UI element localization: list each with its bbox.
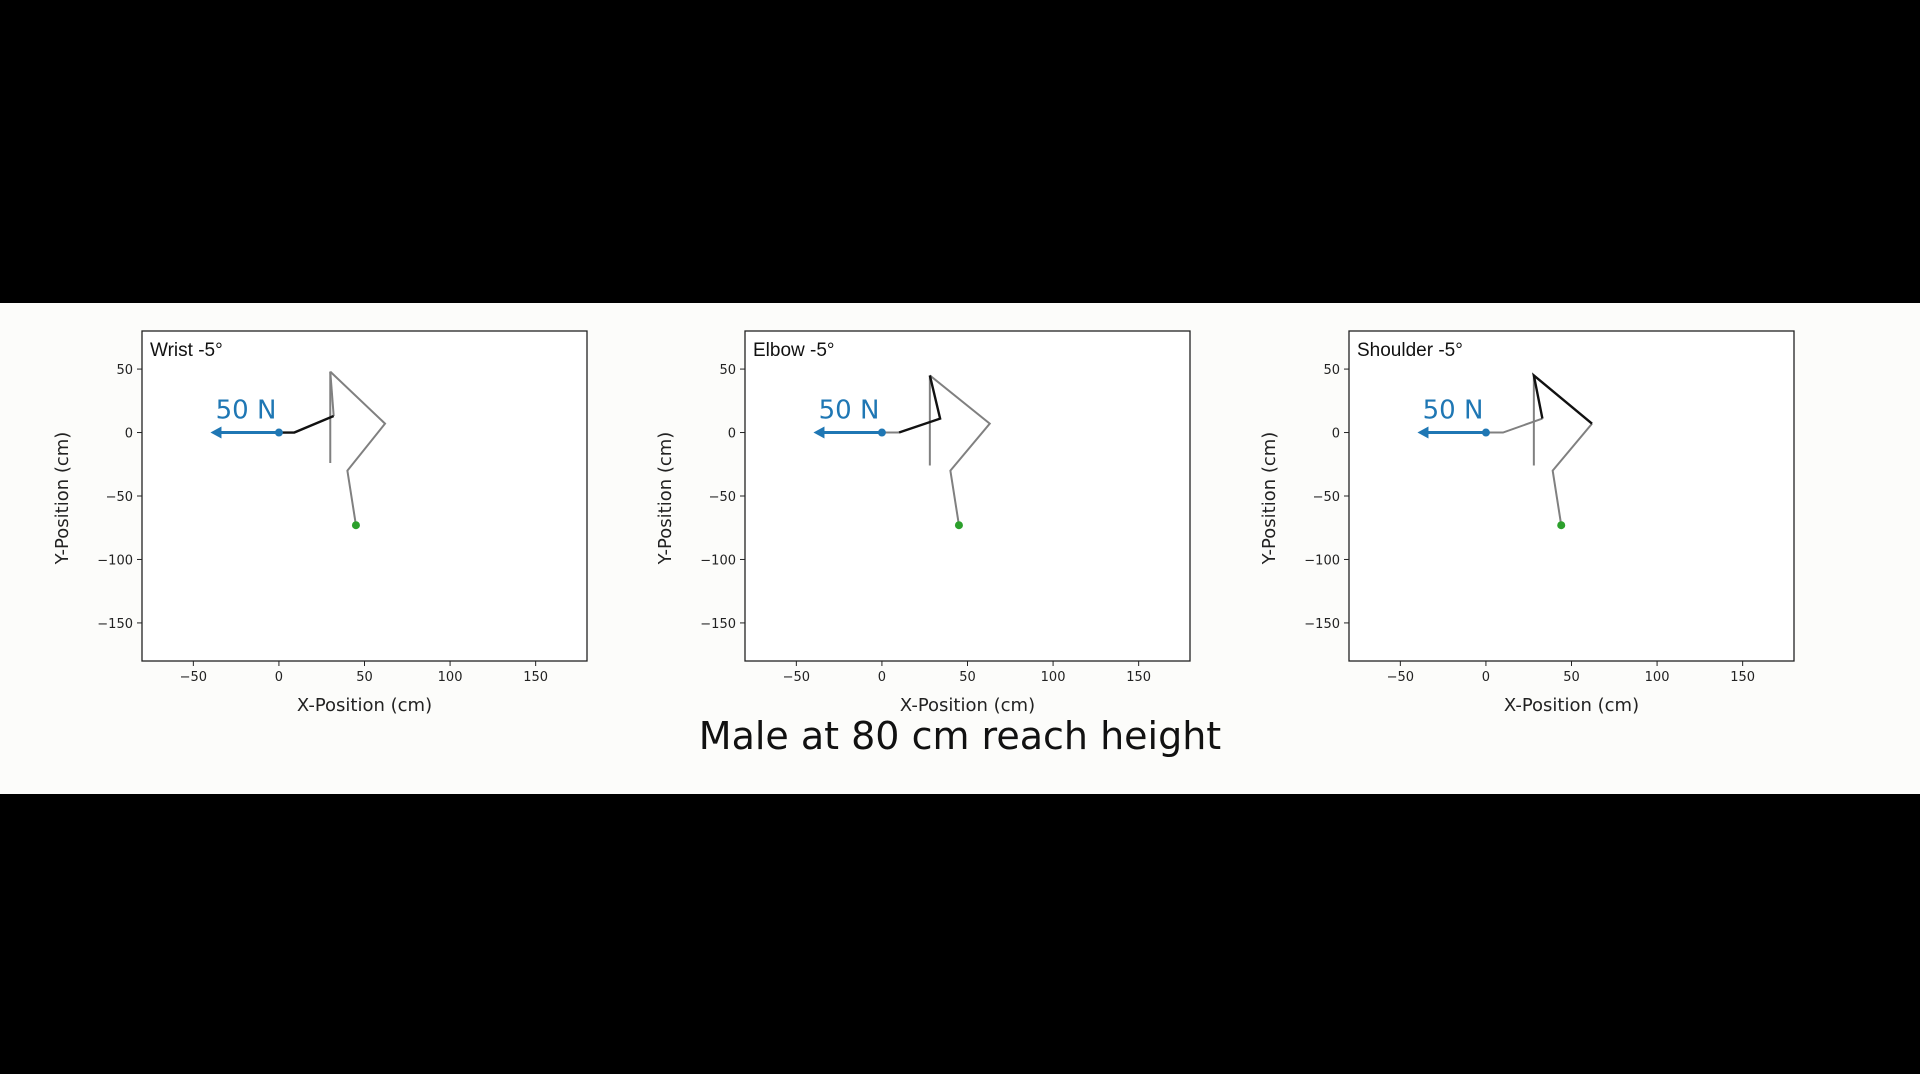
- y-tick-label: 0: [728, 427, 736, 442]
- y-tick-label: −50: [106, 490, 133, 505]
- y-tick-label: −100: [700, 553, 736, 568]
- posture-line: [1485, 417, 1543, 434]
- x-tick-label: 100: [1041, 670, 1066, 685]
- x-tick-label: 150: [523, 670, 548, 685]
- chart-panel-3: −50 0 50 100 150 50 0 −50 −100 −150 X-Position (cm…: [1259, 330, 1795, 716]
- panel-title: Shoulder -5°: [1357, 340, 1463, 361]
- posture-line: [929, 374, 992, 526]
- x-axis-label: X-Position (cm): [297, 695, 432, 716]
- x-tick-label: −50: [1387, 670, 1414, 685]
- active-segment-line: [898, 375, 942, 434]
- force-label: 50 N: [819, 396, 880, 426]
- chart-panel-1: −50 0 50 100 150 50 0 −50 −100 −150 X-Position (cm…: [52, 330, 588, 716]
- figure-caption: Male at 80 cm reach height: [698, 714, 1222, 758]
- active-segment-line: [1532, 372, 1593, 425]
- y-tick-label: −50: [1313, 490, 1340, 505]
- y-tick-label: 50: [116, 363, 133, 378]
- y-axis-label: Y-Position (cm): [655, 432, 676, 566]
- y-tick-label: 0: [1332, 427, 1340, 442]
- y-axis-label: Y-Position (cm): [1259, 432, 1280, 566]
- foot-point: [1557, 521, 1566, 530]
- foot-point: [351, 521, 360, 530]
- hand-point: [274, 428, 283, 437]
- letterbox-bottom: [0, 794, 1920, 1074]
- y-tick-label: −150: [97, 617, 133, 632]
- x-tick-label: 50: [959, 670, 976, 685]
- panel-title: Elbow -5°: [753, 340, 835, 361]
- force-arrow-head: [813, 426, 825, 439]
- x-tick-label: 100: [1645, 670, 1670, 685]
- x-axis-label: X-Position (cm): [900, 695, 1035, 716]
- x-tick-label: 0: [275, 670, 283, 685]
- x-tick-label: −50: [783, 670, 810, 685]
- x-axis-label: X-Position (cm): [1504, 695, 1639, 716]
- hand-point: [877, 428, 886, 437]
- x-tick-label: 50: [1563, 670, 1580, 685]
- x-tick-label: 150: [1730, 670, 1755, 685]
- y-tick-label: 0: [125, 427, 133, 442]
- plot-frame: [141, 330, 588, 662]
- plot-frame: [1348, 330, 1795, 662]
- y-tick-label: −100: [97, 553, 133, 568]
- y-tick-label: 50: [1323, 363, 1340, 378]
- force-arrow-head: [210, 426, 222, 439]
- y-tick-label: −150: [1304, 617, 1340, 632]
- letterbox-top: [0, 0, 1920, 303]
- force-arrow-head: [1417, 426, 1429, 439]
- force-label: 50 N: [1423, 396, 1484, 426]
- active-segment-line: [278, 414, 335, 434]
- chart-panel-2: −50 0 50 100 150 50 0 −50 −100 −150 X-Position (cm…: [655, 330, 1191, 716]
- posture-line: [329, 370, 387, 526]
- y-tick-label: 50: [719, 363, 736, 378]
- x-tick-label: 50: [356, 670, 373, 685]
- plot-frame: [744, 330, 1191, 662]
- posture-line: [1551, 423, 1593, 526]
- panel-title: Wrist -5°: [150, 340, 223, 361]
- x-tick-label: 0: [1482, 670, 1490, 685]
- foot-point: [954, 521, 963, 530]
- force-label: 50 N: [216, 396, 277, 426]
- hand-point: [1481, 428, 1490, 437]
- y-tick-label: −50: [709, 490, 736, 505]
- x-tick-label: 100: [438, 670, 463, 685]
- posture-line: [329, 371, 335, 417]
- x-tick-label: 0: [878, 670, 886, 685]
- x-tick-label: −50: [180, 670, 207, 685]
- x-tick-label: 150: [1126, 670, 1151, 685]
- y-axis-label: Y-Position (cm): [52, 432, 73, 566]
- y-tick-label: −100: [1304, 553, 1340, 568]
- y-tick-label: −150: [700, 617, 736, 632]
